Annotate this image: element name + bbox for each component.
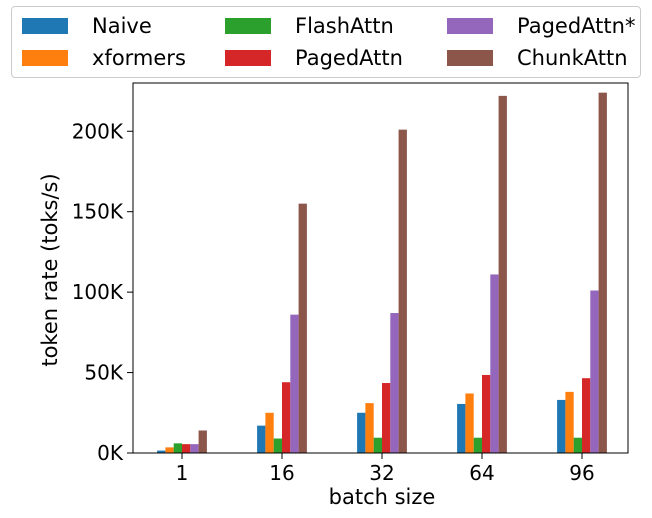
- plot-frame: [132, 82, 629, 454]
- y-tick-label: 200K: [72, 119, 124, 143]
- y-axis: 0K 50K 100K 150K 200K: [72, 119, 133, 465]
- bar-chunkattn-96: [598, 92, 607, 454]
- legend-swatch: [225, 50, 271, 66]
- bar-chunkattn-64: [498, 95, 507, 453]
- y-tick-label: 150K: [72, 200, 124, 224]
- bar-pagedattn-star-32: [390, 313, 399, 453]
- legend-label: xformers: [92, 46, 186, 70]
- bar-flashattn-64: [473, 437, 482, 453]
- bar-pagedattn-96: [582, 378, 591, 453]
- bar-chunkattn-1: [198, 430, 207, 453]
- bar-xformers-96: [565, 391, 574, 453]
- y-tick-label: 100K: [72, 280, 124, 304]
- bar-naive-96: [557, 399, 566, 453]
- bar-flashattn-32: [373, 437, 382, 453]
- legend-label: FlashAttn: [295, 14, 394, 38]
- legend-label: PagedAttn: [295, 46, 403, 70]
- legend: Naive xformers FlashAttn PagedAttn PagedAttn…: [11, 6, 641, 78]
- x-tick-label: 32: [369, 461, 394, 485]
- bar-flashattn-96: [573, 437, 582, 453]
- x-tick-label: 96: [569, 461, 594, 485]
- bar-naive-64: [457, 403, 466, 453]
- x-tick-label: 16: [269, 461, 294, 485]
- x-axis: 1 16 32 64 96: [176, 453, 595, 485]
- legend-label: Naive: [92, 14, 152, 38]
- bar-chunkattn-32: [398, 129, 407, 454]
- bar-flashattn-1: [173, 443, 182, 453]
- bar-pagedattn-16: [282, 382, 291, 453]
- bar-naive-1: [157, 450, 166, 453]
- bar-pagedattn-star-96: [590, 290, 599, 453]
- y-tick-label: 0K: [97, 441, 124, 465]
- legend-swatch: [22, 50, 68, 66]
- bar-naive-16: [257, 425, 266, 453]
- bar-pagedattn-star-64: [490, 274, 499, 453]
- legend-swatch: [447, 18, 493, 34]
- bar-naive-32: [357, 412, 366, 453]
- x-axis-label: batch size: [329, 485, 436, 509]
- bar-xformers-32: [365, 403, 374, 453]
- x-tick-label: 1: [176, 461, 189, 485]
- bar-flashattn-16: [273, 438, 282, 453]
- bar-pagedattn-star-16: [290, 314, 299, 453]
- bar-pagedattn-32: [382, 383, 391, 453]
- bar-pagedattn-star-1: [190, 444, 199, 453]
- bar-xformers-1: [165, 447, 174, 453]
- y-axis-label: token rate (toks/s): [38, 173, 62, 366]
- legend-swatch: [447, 50, 493, 66]
- legend-label: PagedAttn*: [517, 14, 636, 38]
- bar-chunkattn-16: [298, 203, 307, 453]
- legend-label: ChunkAttn: [517, 46, 628, 70]
- x-tick-label: 64: [469, 461, 494, 485]
- legend-swatch: [22, 18, 68, 34]
- bar-xformers-64: [465, 393, 474, 453]
- plot-area: [132, 82, 629, 454]
- y-tick-label: 50K: [84, 361, 123, 385]
- bar-pagedattn-1: [182, 444, 191, 453]
- bar-pagedattn-64: [482, 374, 491, 453]
- legend-swatch: [225, 18, 271, 34]
- bar-xformers-16: [265, 412, 274, 453]
